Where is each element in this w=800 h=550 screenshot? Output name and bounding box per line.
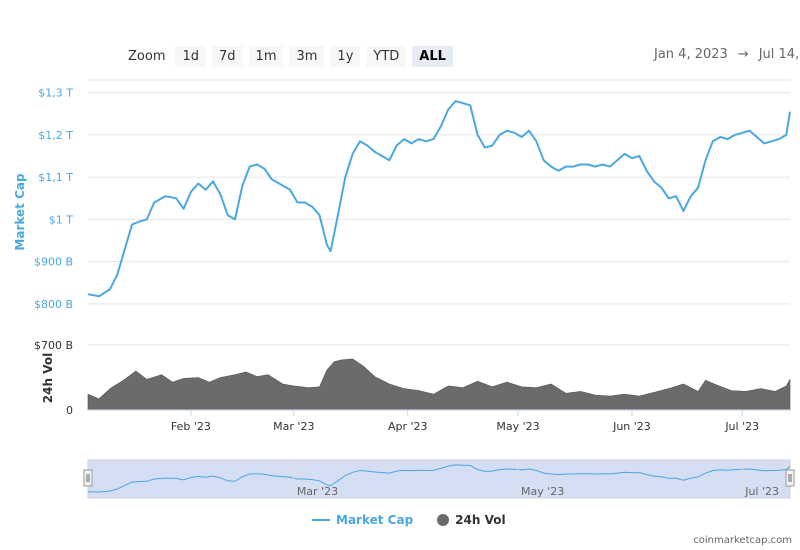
zoom-toolbar: Zoom 1d 7d 1m 3m 1y YTD ALL (128, 44, 453, 68)
y-tick-label: $1,1 T (38, 171, 73, 184)
navigator-series (87, 464, 791, 493)
volume-area-series (87, 358, 791, 411)
legend-market-cap-label: Market Cap (336, 513, 414, 527)
x-tick-label: Jun '23 (612, 420, 651, 433)
x-tick-label: Apr '23 (388, 420, 428, 433)
zoom-ytd-button[interactable]: YTD (366, 45, 407, 67)
navigator-tick-label: Jul '23 (744, 485, 779, 498)
market-cap-line-icon (312, 519, 330, 521)
x-axis-ticks: Feb '23 Mar '23 Apr '23 May '23 Jun '23 Jul '… (88, 409, 790, 433)
x-tick-label: Feb '23 (171, 420, 211, 433)
x-tick-label: Mar '23 (273, 420, 314, 433)
date-to-input[interactable]: Jul 14, 2 (758, 47, 800, 62)
navigator-selection[interactable] (88, 460, 790, 498)
navigator-right-handle[interactable] (785, 469, 795, 487)
volume-tick-label: $700 B (34, 339, 73, 352)
x-tick-label: Jul '23 (724, 420, 759, 433)
navigator[interactable]: Mar '23 May '23 Jul '23 (83, 459, 795, 499)
x-tick-label: May '23 (496, 420, 539, 433)
zoom-7d-button[interactable]: 7d (212, 45, 243, 67)
zoom-1m-button[interactable]: 1m (248, 45, 284, 67)
zoom-1y-button[interactable]: 1y (330, 45, 361, 67)
legend-volume-label: 24h Vol (455, 513, 506, 527)
credit-link[interactable]: coinmarketcap.com (693, 535, 792, 546)
volume-area (87, 358, 791, 411)
y-tick-label: $900 B (34, 256, 73, 269)
zoom-1d-button[interactable]: 1d (175, 45, 207, 67)
zoom-3m-button[interactable]: 3m (289, 45, 325, 67)
y-axis-market-cap-ticks: $800 B $900 B $1 T $1,1 T $1,2 T $1,3 T (34, 87, 73, 311)
y-axis-volume-label: 24h Vol (41, 353, 55, 403)
navigator-tick-label: Mar '23 (297, 485, 338, 498)
zoom-all-button[interactable]: ALL (412, 45, 453, 67)
legend-item-volume[interactable]: 24h Vol (437, 513, 506, 527)
legend-item-market-cap[interactable]: Market Cap (312, 513, 413, 527)
y-tick-label: $1,2 T (38, 129, 73, 142)
navigator-tick-label: May '23 (521, 485, 564, 498)
volume-circle-icon (437, 514, 450, 526)
y-tick-label: $1 T (49, 213, 73, 226)
y-tick-label: $1,3 T (38, 87, 73, 100)
y-tick-label: $800 B (34, 298, 73, 311)
navigator-line (87, 464, 791, 493)
date-range: Jan 4, 2023 → Jul 14, 2 (654, 47, 800, 62)
zoom-label: Zoom (128, 48, 166, 64)
y-axis-market-cap-label: Market Cap (13, 173, 27, 251)
market-cap-line-series (87, 100, 791, 298)
y-axis-volume-ticks: 0 $700 B (34, 339, 73, 417)
volume-tick-label: 0 (66, 404, 73, 417)
navigator-ticks: Mar '23 May '23 Jul '23 (293, 460, 779, 498)
navigator-left-handle[interactable] (83, 469, 93, 487)
date-range-arrow-icon: → (737, 47, 749, 62)
chart-legend: Market Cap 24h Vol (312, 513, 506, 527)
market-cap-line (87, 100, 791, 298)
date-from-input[interactable]: Jan 4, 2023 (654, 47, 728, 62)
